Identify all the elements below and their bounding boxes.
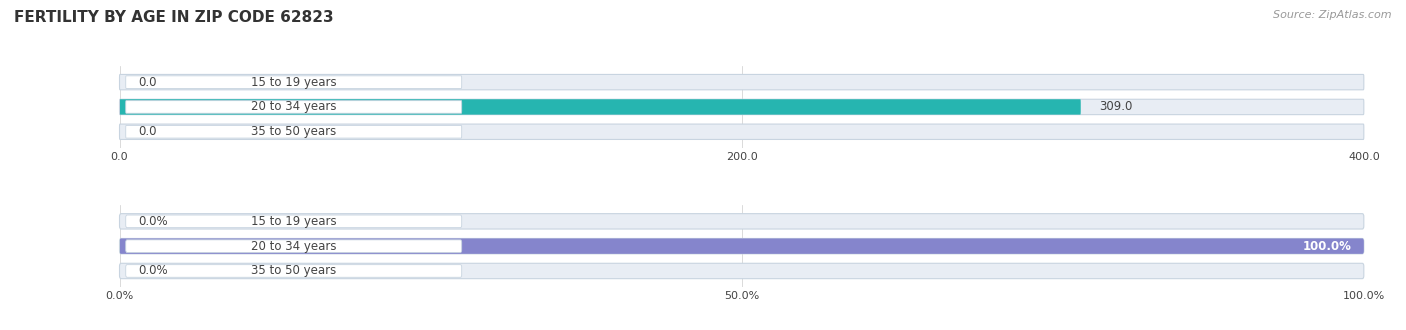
FancyBboxPatch shape — [125, 76, 461, 88]
FancyBboxPatch shape — [120, 99, 1081, 115]
FancyBboxPatch shape — [125, 101, 461, 113]
Text: 35 to 50 years: 35 to 50 years — [252, 125, 336, 138]
Text: FERTILITY BY AGE IN ZIP CODE 62823: FERTILITY BY AGE IN ZIP CODE 62823 — [14, 10, 333, 25]
FancyBboxPatch shape — [120, 239, 1364, 254]
FancyBboxPatch shape — [120, 99, 1364, 115]
Text: 15 to 19 years: 15 to 19 years — [250, 76, 336, 89]
Text: 0.0%: 0.0% — [138, 215, 167, 228]
Text: 35 to 50 years: 35 to 50 years — [252, 264, 336, 278]
Text: 0.0%: 0.0% — [138, 264, 167, 278]
Text: Source: ZipAtlas.com: Source: ZipAtlas.com — [1274, 10, 1392, 20]
Text: 309.0: 309.0 — [1099, 100, 1133, 114]
FancyBboxPatch shape — [125, 265, 461, 277]
FancyBboxPatch shape — [120, 239, 1364, 254]
Text: 20 to 34 years: 20 to 34 years — [250, 100, 336, 114]
Text: 100.0%: 100.0% — [1302, 240, 1351, 253]
FancyBboxPatch shape — [120, 214, 1364, 229]
FancyBboxPatch shape — [120, 263, 1364, 279]
Text: 20 to 34 years: 20 to 34 years — [250, 240, 336, 253]
FancyBboxPatch shape — [125, 215, 461, 228]
FancyBboxPatch shape — [120, 124, 1364, 140]
Text: 15 to 19 years: 15 to 19 years — [250, 215, 336, 228]
FancyBboxPatch shape — [125, 125, 461, 138]
FancyBboxPatch shape — [120, 75, 1364, 90]
FancyBboxPatch shape — [125, 240, 461, 252]
Text: 0.0: 0.0 — [138, 76, 156, 89]
Text: 0.0: 0.0 — [138, 125, 156, 138]
